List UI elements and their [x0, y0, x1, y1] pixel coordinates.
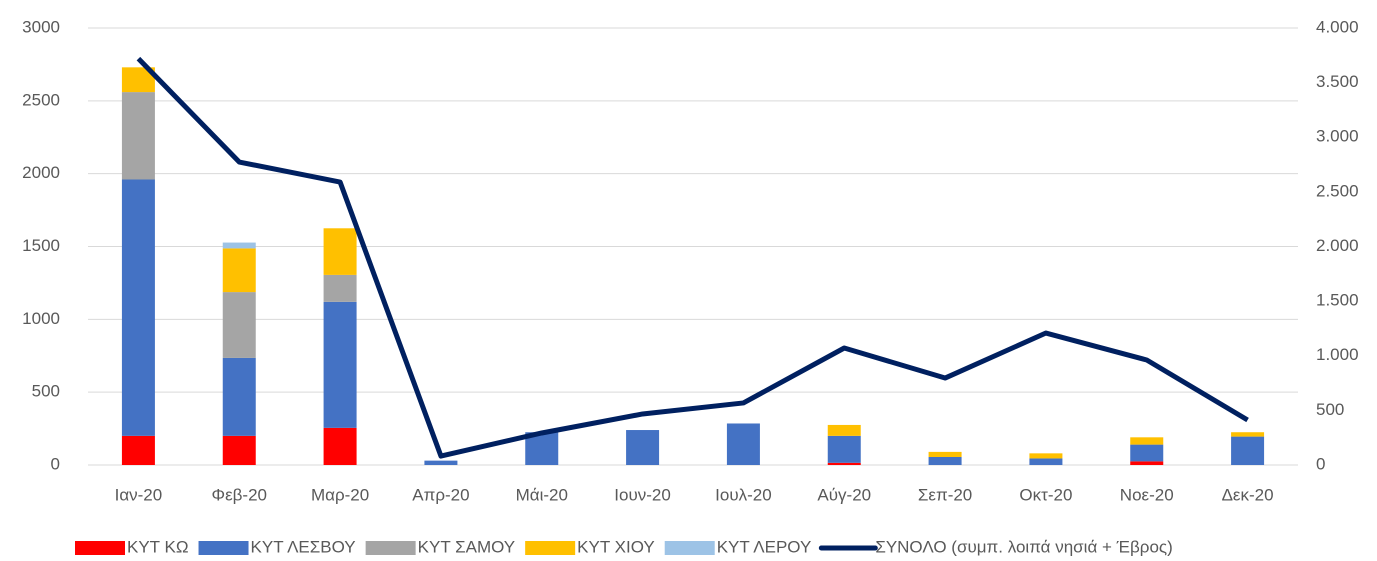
legend-label: ΣΥΝΟΛΟ (συμπ. λοιπά νησιά + Έβρος) — [875, 537, 1172, 556]
y2-tick-label: 2.500 — [1316, 181, 1359, 200]
bar-segment — [827, 462, 861, 465]
bar-segment — [928, 451, 962, 457]
y2-tick-label: 1.500 — [1316, 291, 1359, 310]
bar-segment — [1130, 444, 1164, 462]
bar-segment — [121, 179, 155, 436]
x-tick-label: Μαρ-20 — [311, 485, 369, 504]
bar-segment — [222, 292, 256, 358]
y-tick-label: 500 — [32, 382, 60, 401]
legend-swatch — [198, 541, 249, 555]
x-tick-label: Σεπ-20 — [918, 485, 972, 504]
x-tick-label: Ιαν-20 — [115, 485, 163, 504]
x-tick-label: Φεβ-20 — [212, 485, 268, 504]
bar-segment — [827, 424, 861, 436]
x-tick-label: Μάι-20 — [516, 485, 568, 504]
y2-tick-label: 4.000 — [1316, 17, 1359, 36]
y-tick-label: 2000 — [22, 163, 60, 182]
legend-swatch — [525, 541, 576, 555]
bar-segment — [323, 274, 357, 302]
bar-segment — [726, 423, 760, 465]
legend-label: ΚΥΤ ΛΕΡΟΥ — [717, 537, 812, 556]
bar-segment — [1130, 461, 1164, 465]
y2-tick-label: 1.000 — [1316, 345, 1359, 364]
bar-segment — [121, 435, 155, 465]
legend-label: ΚΥΤ ΛΕΣΒΟΥ — [251, 537, 356, 556]
bar-segment — [1130, 437, 1164, 445]
x-tick-label: Ιουν-20 — [614, 485, 671, 504]
legend-swatch — [365, 541, 416, 555]
bar-segment — [323, 301, 357, 428]
bar-segment — [1029, 453, 1063, 459]
y2-tick-label: 3.500 — [1316, 72, 1359, 91]
bar-segment — [1029, 458, 1063, 465]
line-series — [136, 56, 1249, 459]
y2-tick-label: 500 — [1316, 400, 1344, 419]
x-tick-label: Αύγ-20 — [817, 485, 871, 504]
y-tick-label: 3000 — [22, 17, 60, 36]
x-tick-label: Απρ-20 — [412, 485, 469, 504]
legend-label: ΚΥΤ ΧΙΟΥ — [577, 537, 655, 556]
bar-segment — [222, 435, 256, 465]
bar-segment — [323, 228, 357, 275]
bar-segment — [1231, 436, 1265, 465]
y2-tick-label: 0 — [1316, 454, 1325, 473]
legend-label: ΚΥΤ ΚΩ — [127, 537, 189, 556]
y-tick-label: 0 — [51, 454, 60, 473]
legend-swatch — [664, 541, 715, 555]
bar-segment — [222, 248, 256, 293]
y-tick-label: 1500 — [22, 236, 60, 255]
bar-segment — [323, 427, 357, 465]
x-tick-label: Ιουλ-20 — [715, 485, 772, 504]
bar-segment — [222, 242, 256, 249]
y2-tick-label: 3.000 — [1316, 127, 1359, 146]
bar-segment — [121, 92, 155, 180]
bar-segment — [626, 430, 660, 465]
bar-segment — [928, 456, 962, 465]
y-tick-label: 1000 — [22, 309, 60, 328]
x-tick-label: Οκτ-20 — [1019, 485, 1072, 504]
y2-tick-label: 2.000 — [1316, 236, 1359, 255]
bar-segment — [1231, 432, 1265, 437]
legend-swatch — [75, 541, 125, 555]
x-tick-label: Νοε-20 — [1120, 485, 1174, 504]
y-tick-label: 2500 — [22, 90, 60, 109]
bar-segment — [222, 357, 256, 436]
x-tick-label: Δεκ-20 — [1222, 485, 1274, 504]
legend-label: ΚΥΤ ΣΑΜΟΥ — [418, 537, 516, 556]
bar-segment — [424, 460, 458, 465]
bar-segment — [827, 435, 861, 463]
